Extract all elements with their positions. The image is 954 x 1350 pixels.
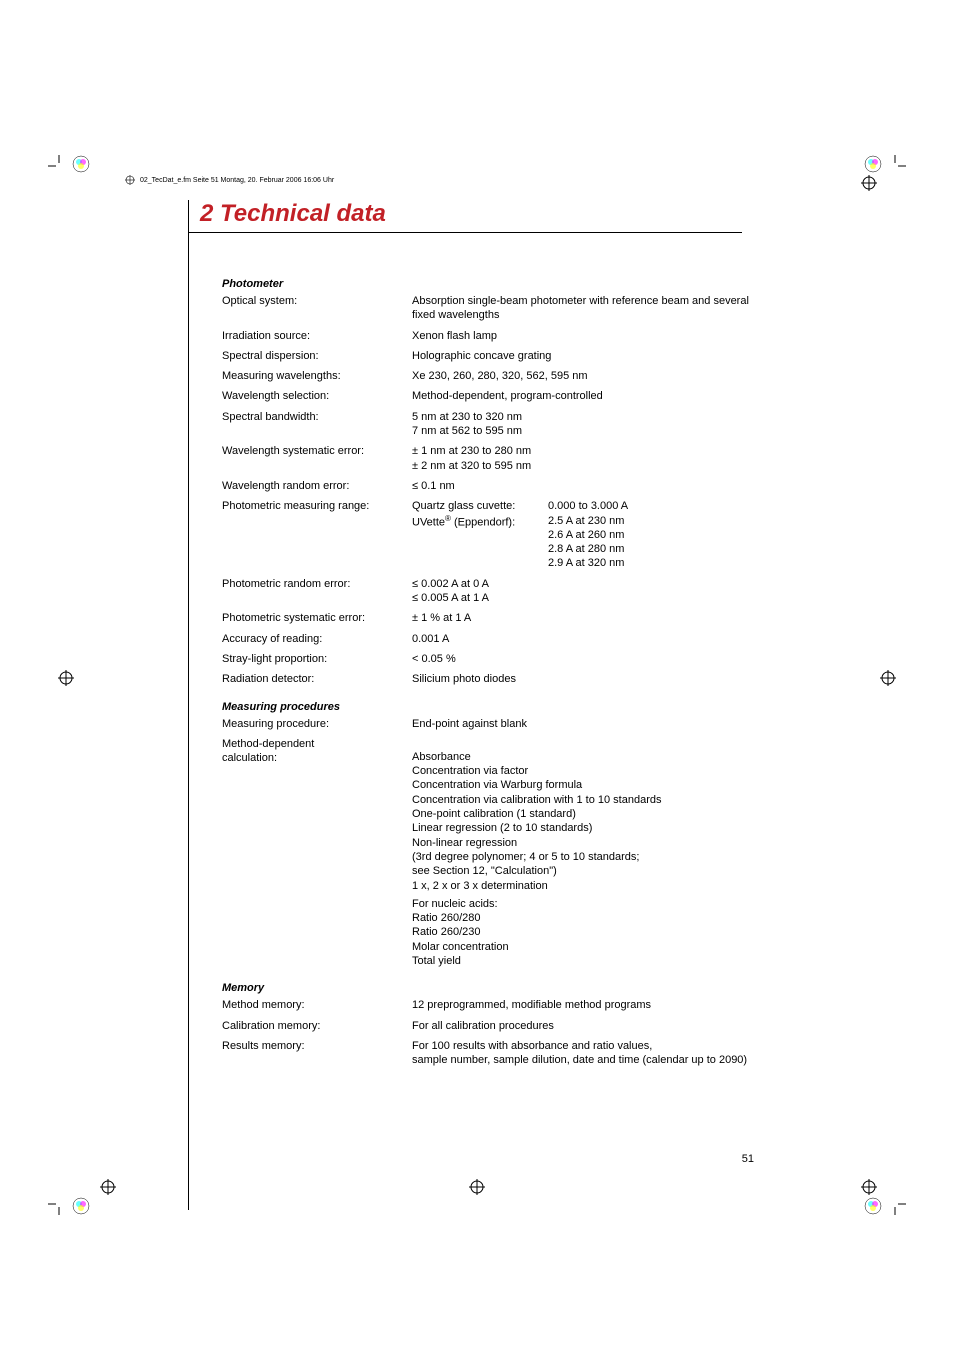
spec-value: For all calibration procedures xyxy=(412,1019,754,1033)
spec-label: Wavelength random error: xyxy=(222,479,412,493)
spec-value: 5 nm at 230 to 320 nm 7 nm at 562 to 595… xyxy=(412,410,754,439)
spec-label: Results memory: xyxy=(222,1039,412,1053)
page-title: 2 Technical data xyxy=(200,200,754,228)
spec-label: Stray-light proportion: xyxy=(222,652,412,666)
section-heading-measuring: Measuring procedures xyxy=(222,701,754,713)
spec-label: Accuracy of reading: xyxy=(222,632,412,646)
spec-label: Photometric systematic error: xyxy=(222,611,412,625)
spec-label: Measuring procedure: xyxy=(222,717,412,731)
spec-value: End-point against blank xyxy=(412,717,754,731)
spec-label: Measuring wavelengths: xyxy=(222,369,412,383)
spec-label: Spectral bandwidth: xyxy=(222,410,412,424)
spec-text: For nucleic acids: Ratio 260/280 Ratio 2… xyxy=(412,897,754,968)
spec-label: Calibration memory: xyxy=(222,1019,412,1033)
spec-label: Optical system: xyxy=(222,294,412,308)
spec-value: ≤ 0.002 A at 0 A ≤ 0.005 A at 1 A xyxy=(412,577,754,606)
spec-subcol: 2.5 A at 230 nm 2.6 A at 260 nm 2.8 A at… xyxy=(548,514,754,571)
spec-label: Spectral dispersion: xyxy=(222,349,412,363)
spec-label: Photometric measuring range: xyxy=(222,499,412,513)
spec-label: Method-dependent calculation: xyxy=(222,737,412,766)
spec-value: Xe 230, 260, 280, 320, 562, 595 nm xyxy=(412,369,754,383)
spec-value: ± 1 % at 1 A xyxy=(412,611,754,625)
spec-value: Absorbance Concentration via factor Conc… xyxy=(412,737,754,968)
spec-label: Photometric random error: xyxy=(222,577,412,591)
spec-value: Xenon flash lamp xyxy=(412,329,754,343)
spec-label: Wavelength selection: xyxy=(222,389,412,403)
spec-label: Method memory: xyxy=(222,998,412,1012)
spec-subcol: Quartz glass cuvette: xyxy=(412,499,548,513)
spec-label: Irradiation source: xyxy=(222,329,412,343)
spec-value: < 0.05 % xyxy=(412,652,754,666)
spec-value: Silicium photo diodes xyxy=(412,672,754,686)
section-heading-memory: Memory xyxy=(222,982,754,994)
spec-value: 0.001 A xyxy=(412,632,754,646)
spec-value: ≤ 0.1 nm xyxy=(412,479,754,493)
spec-value: ± 1 nm at 230 to 280 nm ± 2 nm at 320 to… xyxy=(412,444,754,473)
title-rule xyxy=(188,232,742,233)
spec-text: Absorbance Concentration via factor Conc… xyxy=(412,750,754,893)
spec-label: Radiation detector: xyxy=(222,672,412,686)
spec-label: Wavelength systematic error: xyxy=(222,444,412,458)
spec-value: Holographic concave grating xyxy=(412,349,754,363)
content-body: Photometer Optical system:Absorption sin… xyxy=(200,278,754,1067)
spec-subcol: 0.000 to 3.000 A xyxy=(548,499,754,513)
side-rule xyxy=(188,200,189,1210)
section-heading-photometer: Photometer xyxy=(222,278,754,290)
spec-value: Quartz glass cuvette: 0.000 to 3.000 A U… xyxy=(412,499,754,570)
spec-value: 12 preprogrammed, modifiable method prog… xyxy=(412,998,754,1012)
page-number: 51 xyxy=(742,1153,754,1165)
spec-subcol: UVette® (Eppendorf): xyxy=(412,514,548,571)
spec-value: Absorption single-beam photometer with r… xyxy=(412,294,754,323)
spec-value: For 100 results with absorbance and rati… xyxy=(412,1039,754,1068)
spec-value: Method-dependent, program-controlled xyxy=(412,389,754,403)
